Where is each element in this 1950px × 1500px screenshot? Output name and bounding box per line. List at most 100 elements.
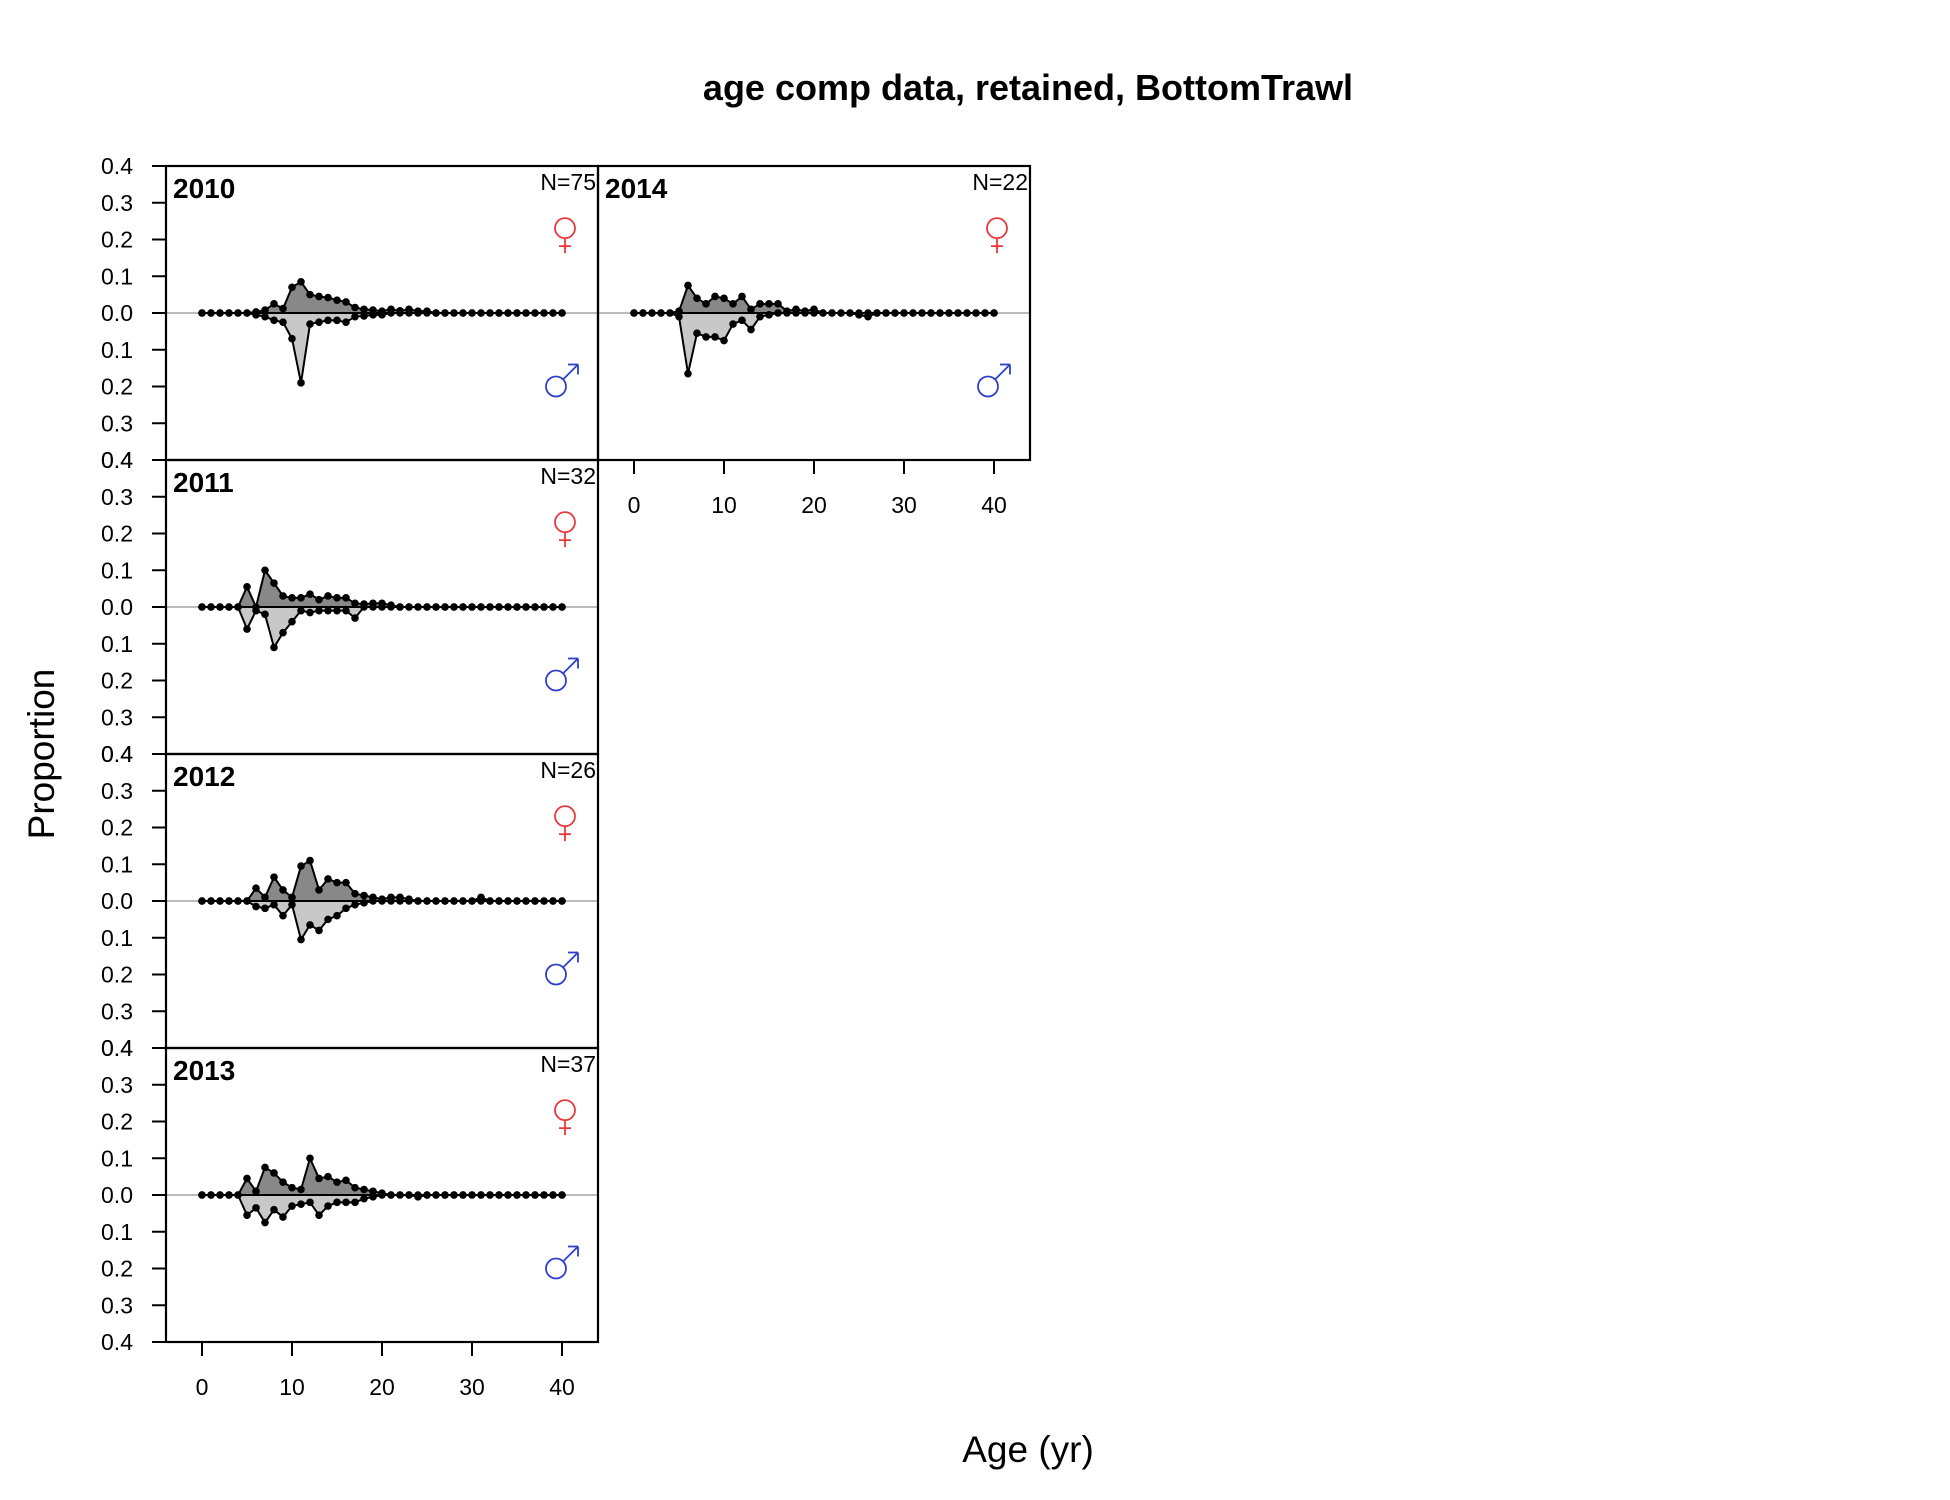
male-point (414, 1193, 422, 1201)
male-point (459, 603, 467, 611)
y-tick-label: 0.3 (101, 1072, 133, 1098)
male-point (207, 897, 215, 905)
male-point (891, 309, 899, 317)
y-tick-label: 0.4 (101, 447, 133, 473)
female-symbol-icon (986, 217, 1008, 254)
male-point (216, 603, 224, 611)
male-point (387, 1191, 395, 1199)
female-point (342, 298, 350, 306)
male-point (477, 603, 485, 611)
female-point (324, 592, 332, 600)
male-point (432, 309, 440, 317)
male-point (414, 603, 422, 611)
male-point (405, 897, 413, 905)
female-point (315, 292, 323, 301)
female-point (693, 294, 701, 303)
panel-year-label: 2011 (173, 467, 234, 498)
male-point (279, 911, 287, 920)
female-point (306, 856, 314, 865)
male-point (693, 329, 701, 338)
y-tick-label: 0.1 (101, 557, 133, 583)
male-point (477, 897, 485, 905)
male-point (513, 897, 521, 905)
male-point (261, 904, 269, 913)
y-tick-label: 0.4 (101, 153, 133, 179)
male-point (252, 902, 260, 911)
male-point (360, 603, 368, 611)
male-symbol-icon (545, 951, 579, 986)
male-point (531, 1191, 539, 1199)
male-point (288, 617, 296, 626)
y-tick-label: 0.0 (101, 594, 133, 620)
male-point (981, 309, 989, 317)
female-point (243, 582, 251, 591)
male-point (279, 628, 287, 637)
male-point (333, 606, 341, 615)
male-point (495, 897, 503, 905)
male-point (459, 309, 467, 317)
male-point (342, 904, 350, 913)
male-point (450, 603, 458, 611)
male-point (504, 309, 512, 317)
female-point (342, 594, 350, 602)
male-point (378, 311, 386, 319)
male-point (351, 614, 359, 622)
panel-2013: 2013 N=37 0.4 0.3 0.2 0.1 0.0 0.1 0.2 0.3 0.4 0 10 20… (101, 1035, 600, 1400)
male-point (306, 921, 314, 929)
y-tick-label: 0.0 (101, 888, 133, 914)
y-tick-label: 0.1 (101, 1219, 133, 1245)
male-point (342, 1198, 350, 1207)
male-point (243, 1211, 251, 1220)
male-point (378, 897, 386, 905)
male-point (459, 1191, 467, 1199)
female-point (324, 1172, 332, 1181)
male-point (522, 897, 530, 905)
female-point (315, 595, 323, 604)
female-point (270, 579, 278, 587)
female-point (369, 1187, 377, 1196)
male-point (927, 309, 935, 317)
female-symbol-icon (554, 217, 576, 254)
male-point (819, 309, 827, 317)
panel-year-label: 2010 (173, 173, 235, 204)
x-tick-label: 40 (549, 1374, 575, 1400)
y-tick-label: 0.2 (101, 227, 133, 253)
male-point (486, 1191, 494, 1199)
male-point (486, 309, 494, 317)
male-point (207, 1191, 215, 1199)
male-point (468, 603, 476, 611)
x-tick-label: 10 (279, 1374, 305, 1400)
male-point (918, 309, 926, 317)
panel-n-label: N=37 (540, 1051, 596, 1077)
male-point (810, 309, 818, 317)
male-point (216, 897, 224, 905)
female-point (351, 303, 359, 312)
male-point (360, 899, 368, 907)
female-point (297, 1185, 305, 1194)
y-tick-label: 0.4 (101, 741, 133, 767)
y-tick-label: 0.4 (101, 447, 133, 473)
male-point (198, 1191, 206, 1199)
male-point (270, 1205, 278, 1214)
female-point (342, 1176, 350, 1185)
male-point (792, 309, 800, 317)
female-point (261, 1163, 269, 1172)
male-point (396, 309, 404, 317)
male-point (369, 897, 377, 905)
male-point (333, 1198, 341, 1207)
male-point (639, 309, 647, 317)
male-point (423, 1191, 431, 1199)
male-point (837, 309, 845, 317)
y-tick-label: 0.2 (101, 1256, 133, 1282)
male-point (252, 1204, 260, 1212)
male-point (531, 897, 539, 905)
female-point (261, 893, 269, 902)
male-point (261, 312, 269, 321)
female-point (351, 1183, 359, 1192)
x-tick-label: 20 (801, 492, 827, 518)
male-point (288, 334, 296, 343)
y-tick-label: 0.1 (101, 1145, 133, 1171)
male-point (558, 897, 566, 905)
male-point (333, 316, 341, 325)
y-tick-label: 0.1 (101, 337, 133, 363)
